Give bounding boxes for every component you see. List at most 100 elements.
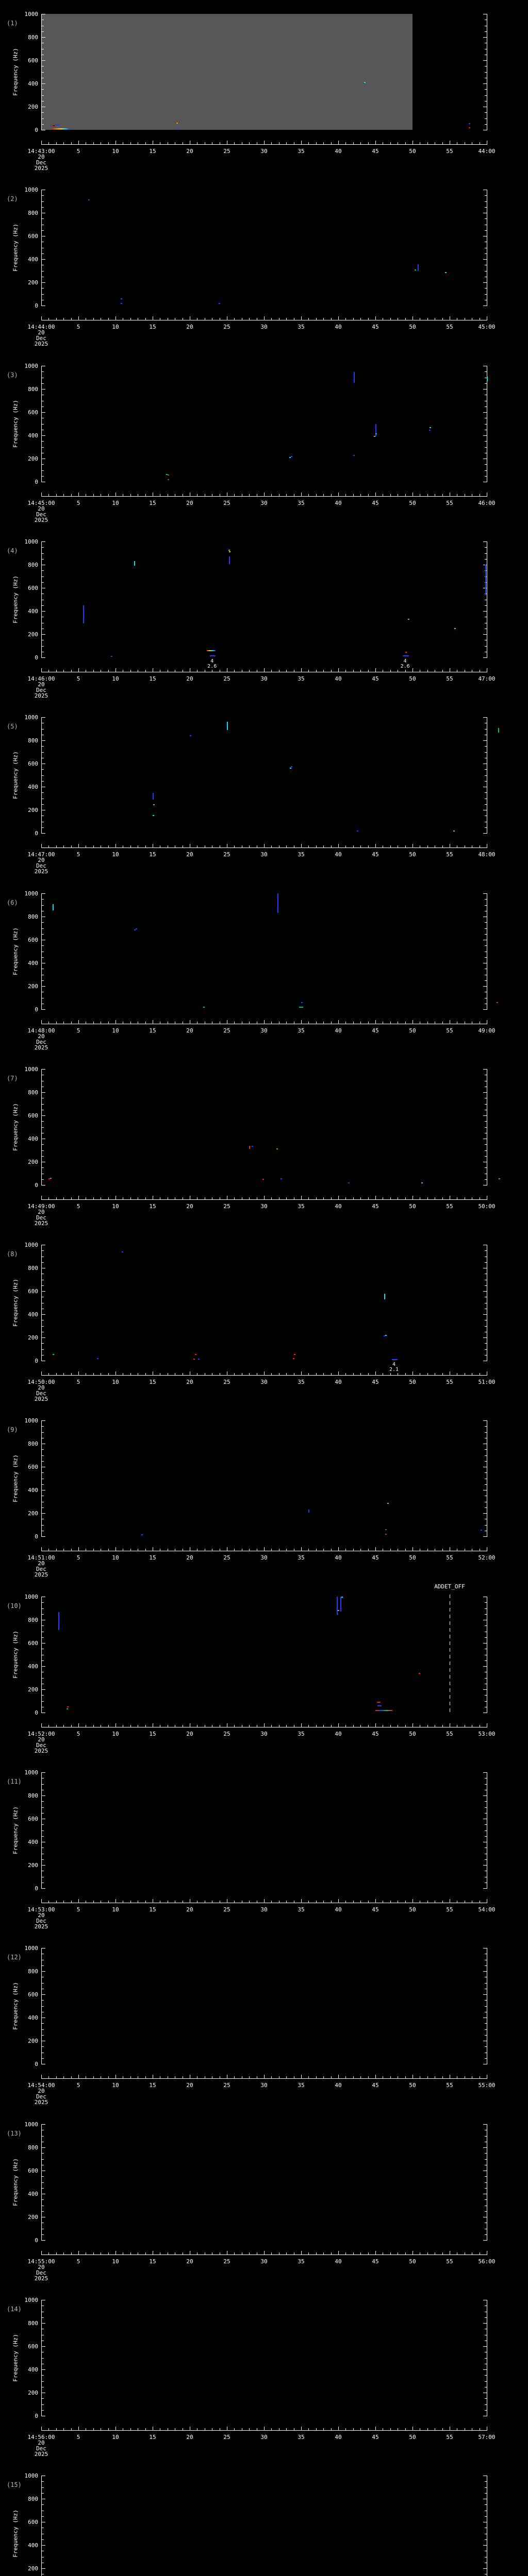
y-tick	[485, 2176, 487, 2177]
x-tick	[130, 142, 131, 144]
x-tick	[93, 1373, 94, 1375]
date-label: 20	[38, 2088, 45, 2094]
x-tick	[63, 1197, 64, 1199]
y-tick	[42, 2375, 44, 2376]
y-tick-label: 200	[28, 2214, 38, 2221]
x-tick	[271, 2076, 272, 2078]
x-tick	[71, 1373, 72, 1375]
y-tick-label: 1000	[24, 2121, 39, 2128]
y-tick-label: 1000	[24, 1417, 39, 1424]
detection-event	[485, 565, 487, 595]
detection-event	[209, 655, 216, 656]
x-tick	[108, 2252, 109, 2255]
x-tick	[63, 2076, 64, 2078]
x-tick	[331, 142, 332, 144]
y-tick-label: 200	[28, 2389, 38, 2396]
y-tick	[485, 2035, 487, 2036]
x-tick-label: 15	[149, 2258, 156, 2265]
x-tick	[264, 1196, 265, 1199]
x-tick	[412, 2427, 413, 2430]
y-tick	[42, 827, 44, 828]
y-tick	[483, 1092, 487, 1093]
x-tick	[78, 2251, 79, 2255]
x-tick-label: 45	[372, 1554, 379, 1561]
detection-event	[207, 650, 216, 651]
y-tick	[485, 2159, 487, 2160]
date-label: 2025	[34, 692, 48, 699]
x-tick	[234, 318, 235, 320]
x-tick	[56, 142, 57, 144]
panel-number-label: (11)	[7, 1778, 22, 1785]
x-tick-label: 25	[223, 324, 230, 330]
y-tick	[485, 746, 487, 747]
y-tick	[42, 83, 45, 84]
x-tick	[442, 1197, 443, 1199]
y-tick	[42, 1701, 44, 1702]
x-tick-label: 20	[186, 1554, 193, 1561]
x-tick	[93, 845, 94, 848]
y-tick-label: 200	[28, 2565, 38, 2572]
x-tick	[93, 670, 94, 672]
y-tick-label: 0	[35, 2061, 38, 2067]
frequency-axis-title: Frequency (Hz)	[12, 1806, 19, 1854]
y-tick	[485, 2539, 487, 2540]
x-tick	[308, 142, 309, 144]
x-tick	[331, 1197, 332, 1199]
x-tick-label: 35	[298, 1027, 305, 1034]
date-label: Dec	[36, 1566, 46, 1572]
y-tick-label: 400	[28, 1136, 38, 1142]
x-tick-label: 50	[409, 324, 416, 330]
x-tick	[234, 2252, 235, 2255]
detection-event	[337, 1610, 339, 1611]
x-tick	[234, 494, 235, 496]
y-tick	[42, 31, 44, 32]
y-tick	[42, 2199, 44, 2200]
panel-number-label: (10)	[7, 1602, 22, 1609]
detection-event	[190, 735, 191, 736]
x-tick	[323, 2076, 324, 2078]
x-tick	[375, 141, 376, 144]
y-tick	[485, 1150, 487, 1151]
y-tick	[485, 447, 487, 448]
x-tick-label: 35	[298, 1731, 305, 1737]
x-tick	[360, 1373, 361, 1375]
x-tick	[405, 1725, 406, 1727]
x-tick	[286, 1373, 287, 1375]
x-tick-label: 40	[335, 1906, 342, 1913]
y-tick	[485, 476, 487, 477]
x-tick-label: 15	[149, 1554, 156, 1561]
y-tick	[485, 728, 487, 730]
x-tick	[360, 1725, 361, 1727]
x-tick	[331, 494, 332, 496]
x-tick	[145, 2252, 146, 2255]
x-tick	[316, 1901, 317, 1903]
y-tick	[42, 2346, 45, 2347]
y-tick	[42, 2153, 44, 2154]
y-tick	[485, 1701, 487, 1702]
y-tick	[42, 2046, 44, 2047]
x-tick	[316, 1022, 317, 1024]
x-tick-label: 45	[372, 324, 379, 330]
y-tick	[42, 1812, 44, 1814]
y-tick	[483, 1971, 487, 1972]
x-tick	[316, 670, 317, 672]
y-tick-label: 200	[28, 1686, 38, 1693]
y-tick	[485, 928, 487, 929]
y-tick	[485, 547, 487, 548]
x-tick-label: 20	[186, 2082, 193, 2089]
y-tick-label: 200	[28, 1510, 38, 1517]
y-tick-label: 600	[28, 1640, 38, 1647]
date-label: 20	[38, 1033, 45, 1040]
x-tick-label: 50	[409, 1554, 416, 1561]
x-tick	[63, 845, 64, 848]
detection-event	[418, 1672, 420, 1674]
x-tick	[360, 1022, 361, 1024]
y-tick	[483, 1337, 487, 1338]
y-tick	[42, 2023, 44, 2024]
y-tick	[485, 1677, 487, 1679]
y-tick	[485, 2317, 487, 2318]
x-tick-label: 20	[186, 1906, 193, 1913]
y-tick-label: 600	[28, 1112, 38, 1119]
y-axis-left	[41, 1069, 42, 1185]
x-tick	[93, 2252, 94, 2255]
